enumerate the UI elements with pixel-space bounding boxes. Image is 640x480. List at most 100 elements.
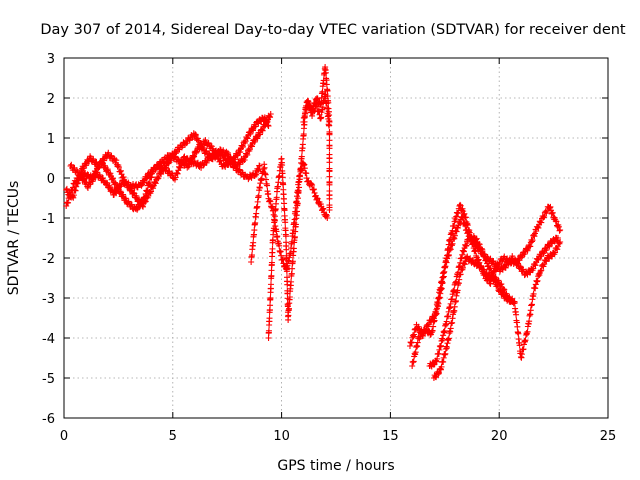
- data-point: [533, 278, 540, 285]
- data-point: [186, 137, 193, 144]
- data-point: [553, 218, 560, 225]
- data-point: [325, 115, 332, 122]
- data-point: [96, 171, 103, 178]
- data-point: [535, 224, 542, 231]
- data-point: [120, 174, 127, 181]
- data-point: [307, 105, 314, 112]
- data-point: [143, 188, 150, 195]
- data-point: [281, 207, 288, 214]
- data-point: [431, 317, 438, 324]
- y-tick-label: 3: [47, 52, 55, 67]
- data-point: [244, 151, 251, 158]
- data-point: [453, 228, 460, 235]
- data-point: [544, 207, 551, 214]
- data-point: [233, 163, 240, 170]
- data-point: [411, 331, 418, 338]
- data-point: [408, 339, 415, 346]
- data-point: [283, 268, 290, 275]
- data-point: [555, 223, 562, 230]
- y-tick-label: -6: [42, 412, 55, 427]
- data-point: [498, 281, 505, 288]
- data-point: [419, 332, 426, 339]
- data-point: [529, 237, 536, 244]
- data-point: [461, 261, 468, 268]
- data-point: [326, 207, 333, 213]
- y-tick-label: 1: [47, 132, 55, 147]
- data-point: [310, 186, 317, 193]
- data-point: [504, 261, 511, 268]
- data-point: [473, 235, 480, 242]
- data-point: [459, 215, 466, 222]
- data-point: [456, 276, 463, 283]
- data-point: [84, 184, 91, 191]
- data-point: [172, 153, 179, 160]
- data-point: [457, 271, 464, 278]
- data-point: [120, 191, 127, 198]
- data-point: [326, 173, 333, 180]
- data-point: [280, 181, 287, 188]
- data-point: [63, 203, 70, 209]
- data-point: [534, 277, 541, 284]
- data-point: [265, 327, 272, 334]
- data-point: [272, 205, 279, 212]
- data-point: [284, 281, 291, 288]
- data-point: [145, 180, 152, 187]
- data-point: [113, 157, 120, 164]
- data-point: [537, 268, 544, 275]
- data-point: [279, 162, 286, 169]
- data-point: [326, 159, 333, 166]
- data-point: [68, 161, 75, 168]
- data-point: [452, 216, 459, 223]
- data-point: [530, 265, 537, 272]
- data-point: [266, 197, 273, 204]
- data-point: [435, 371, 442, 378]
- data-point: [326, 195, 333, 202]
- data-point: [192, 131, 199, 138]
- y-tick-label: -1: [42, 212, 55, 227]
- data-point: [267, 114, 274, 121]
- data-point: [158, 171, 165, 178]
- data-point: [552, 249, 559, 256]
- data-point: [518, 254, 525, 261]
- data-point: [191, 153, 198, 160]
- data-point: [258, 175, 265, 182]
- data-point: [472, 258, 479, 265]
- data-point: [112, 180, 119, 187]
- data-point: [478, 262, 485, 269]
- data-point: [322, 69, 329, 76]
- data-point: [140, 194, 147, 201]
- data-point: [266, 315, 273, 322]
- data-point: [254, 135, 261, 142]
- data-point: [300, 131, 307, 138]
- data-point: [314, 95, 321, 102]
- data-point: [437, 284, 444, 291]
- data-point: [453, 213, 460, 220]
- data-point: [252, 123, 259, 130]
- data-point: [490, 258, 497, 265]
- data-point: [268, 267, 275, 274]
- data-point: [326, 122, 333, 129]
- data-point: [502, 264, 509, 271]
- data-point: [433, 374, 440, 381]
- data-point: [480, 252, 487, 259]
- data-point: [122, 195, 129, 202]
- data-point: [406, 343, 413, 349]
- data-point: [270, 225, 277, 232]
- data-point: [454, 287, 461, 294]
- data-point: [289, 258, 296, 265]
- data-point: [527, 243, 534, 250]
- data-point: [69, 187, 76, 194]
- data-point: [217, 157, 224, 164]
- data-point: [458, 214, 465, 221]
- data-point: [449, 240, 456, 247]
- data-point: [269, 245, 276, 252]
- data-point: [314, 103, 321, 110]
- data-point: [172, 174, 179, 181]
- data-point: [261, 123, 268, 130]
- data-point: [269, 203, 276, 210]
- data-point: [556, 227, 563, 234]
- data-point: [134, 206, 141, 213]
- series-early-track-c: [67, 111, 274, 198]
- data-point: [494, 282, 501, 289]
- data-point: [457, 201, 464, 208]
